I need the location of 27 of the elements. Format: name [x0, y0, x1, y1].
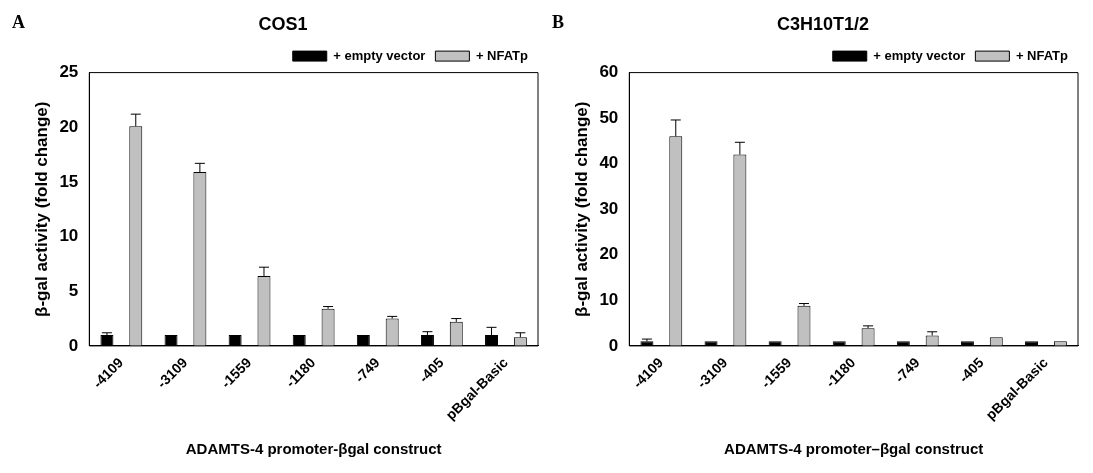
y-tick-label: 15 — [59, 171, 79, 191]
y-tick-label: 5 — [68, 280, 79, 300]
y-tick-label: 50 — [599, 107, 619, 127]
x-axis-title: ADAMTS-4 promoter–βgal construct — [724, 440, 984, 458]
y-tick-label: 0 — [608, 335, 619, 355]
y-tick-label: 30 — [599, 198, 619, 218]
y-tick-label: 20 — [599, 244, 619, 264]
legend-label: + NFATp — [1015, 47, 1069, 63]
y-tick-label: 10 — [599, 290, 619, 310]
x-tick-label: -749 — [351, 354, 383, 386]
y-tick-label: 0 — [68, 335, 79, 355]
y-tick-label: 20 — [59, 116, 79, 136]
x-axis-title: ADAMTS-4 promoter-βgal construct — [185, 440, 442, 458]
chart-title: COS1 — [258, 13, 308, 34]
chart-title: C3H10T1/2 — [776, 13, 870, 34]
y-tick-label: 40 — [599, 153, 619, 173]
legend-label: + empty vector — [333, 47, 426, 63]
x-tick-label: -749 — [891, 354, 923, 386]
y-axis-title: β-gal activity (fold change) — [31, 101, 51, 317]
y-axis-title: β-gal activity (fold change) — [571, 101, 591, 317]
text: B — [552, 11, 565, 32]
legend-label: + empty vector — [873, 47, 966, 63]
y-tick-label: 25 — [59, 62, 79, 82]
y-tick-label: 10 — [59, 226, 79, 246]
legend-label: + NFATp — [475, 47, 529, 63]
text: A — [12, 11, 25, 32]
y-tick-label: 60 — [599, 62, 619, 82]
